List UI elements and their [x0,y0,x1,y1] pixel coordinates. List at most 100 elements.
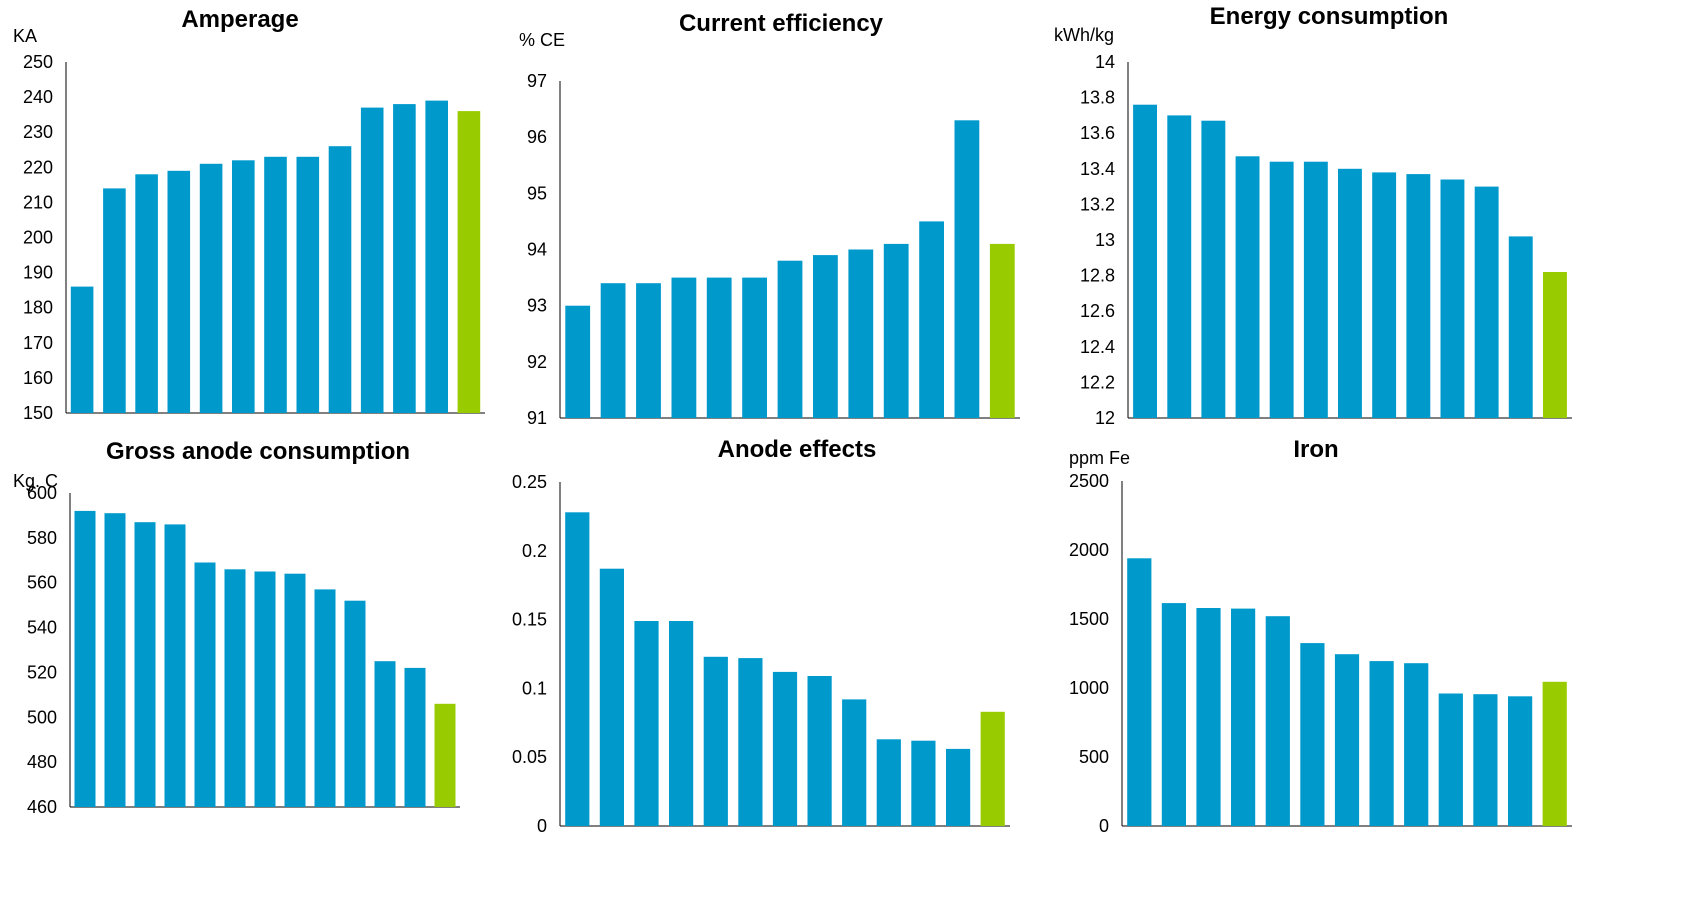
bar [954,120,980,419]
bar [360,107,384,413]
bar [738,658,763,826]
bar [876,739,901,826]
y-tick-label: 170 [23,333,53,353]
bar [284,573,306,807]
y-tick-label: 13.8 [1080,88,1115,108]
y-tick-label: 250 [23,52,53,72]
bar [254,571,276,807]
y-tick-label: 13.6 [1080,123,1115,143]
bar [599,568,624,826]
y-tick-label: 1500 [1069,609,1109,629]
y-tick-label: 460 [27,797,57,817]
bar [296,156,320,414]
y-tick-label: 480 [27,752,57,772]
bar [167,170,191,413]
chart-current-efficiency: Current efficiency % CE 91 92 93 94 95 96 97 [519,10,1020,428]
y-axis-unit-label: ppm Fe [1069,448,1130,468]
bar [1338,168,1362,418]
bar [374,661,396,807]
bar [135,174,158,413]
bar [1265,616,1290,826]
chart-anode-effects: Anode effects 0 0.05 0.1 0.15 0.2 0.25 [512,436,1010,836]
y-tick-label: 96 [527,127,547,147]
highlight-bar [980,711,1005,826]
y-tick-label: 97 [527,71,547,91]
bar [1406,174,1431,418]
bar [1334,654,1360,826]
chart-title: Energy consumption [1210,3,1449,30]
bar [742,277,767,418]
chart-title: Amperage [181,6,298,33]
bar [1235,156,1260,419]
chart-title: Gross anode consumption [106,438,410,465]
bar [777,260,803,418]
bar [404,667,426,807]
y-tick-label: 230 [23,122,53,142]
y-tick-label: 180 [23,298,53,318]
bar [669,621,694,826]
y-axis-unit-label: KA [13,26,37,46]
y-tick-label: 200 [23,228,53,248]
bar [1161,603,1186,826]
bar [1440,179,1465,418]
bar [919,221,944,418]
chart-amperage: Amperage KA 150 160 170 180 190 200 210 220 230 2… [13,6,485,423]
y-tick-label: 210 [23,192,53,212]
y-tick-label: 540 [27,618,57,638]
y-tick-label: 94 [527,240,547,260]
bar [946,748,971,826]
y-tick-label: 12 [1095,408,1115,428]
bar [1133,104,1157,418]
y-tick-label: 520 [27,662,57,682]
chart-iron: Iron ppm Fe 0 500 1000 1500 2000 2500 [1069,436,1572,836]
bar [425,100,448,413]
y-tick-label: 0 [1099,816,1109,836]
y-tick-label: 12.8 [1080,266,1115,286]
bar [600,283,626,418]
y-axis-unit-label: % CE [519,30,565,50]
bar [1231,608,1256,826]
y-tick-label: 500 [27,707,57,727]
chart-energy-consumption: Energy consumption kWh/kg 12 12.2 12.4 12.6… [1054,3,1572,428]
y-tick-label: 2000 [1069,540,1109,560]
y-tick-label: 220 [23,157,53,177]
y-tick-label: 0.2 [522,541,547,561]
bar [264,156,287,414]
bar [1508,236,1533,418]
bar [1474,186,1499,418]
bar [813,255,838,418]
bar [1303,161,1328,418]
y-tick-label: 13 [1095,230,1115,250]
y-tick-label: 13.4 [1080,159,1115,179]
bar [1473,694,1498,826]
highlight-bar [434,703,456,807]
y-tick-label: 0.1 [522,678,547,698]
y-axis-unit-label: kWh/kg [1054,25,1114,45]
chart-title: Iron [1293,436,1338,463]
bar [848,249,874,418]
chart-title: Current efficiency [679,10,884,37]
y-tick-label: 600 [27,483,57,503]
y-tick-label: 12.4 [1080,337,1115,357]
bar [74,510,96,807]
bar [883,243,909,418]
bar [706,277,732,418]
bar [70,286,94,413]
bar [1167,115,1192,419]
highlight-bar [1542,681,1567,826]
y-tick-label: 14 [1095,52,1115,72]
y-tick-label: 0 [537,816,547,836]
bar [1369,661,1394,826]
bar [1300,643,1325,826]
y-tick-label: 12.6 [1080,301,1115,321]
y-tick-label: 92 [527,352,547,372]
y-tick-label: 0.15 [512,610,547,630]
bar [328,146,352,413]
bar [671,277,697,418]
bar [1196,608,1221,826]
bar [103,188,126,413]
bar [164,524,186,807]
y-tick-label: 560 [27,573,57,593]
y-tick-label: 13.2 [1080,194,1115,214]
